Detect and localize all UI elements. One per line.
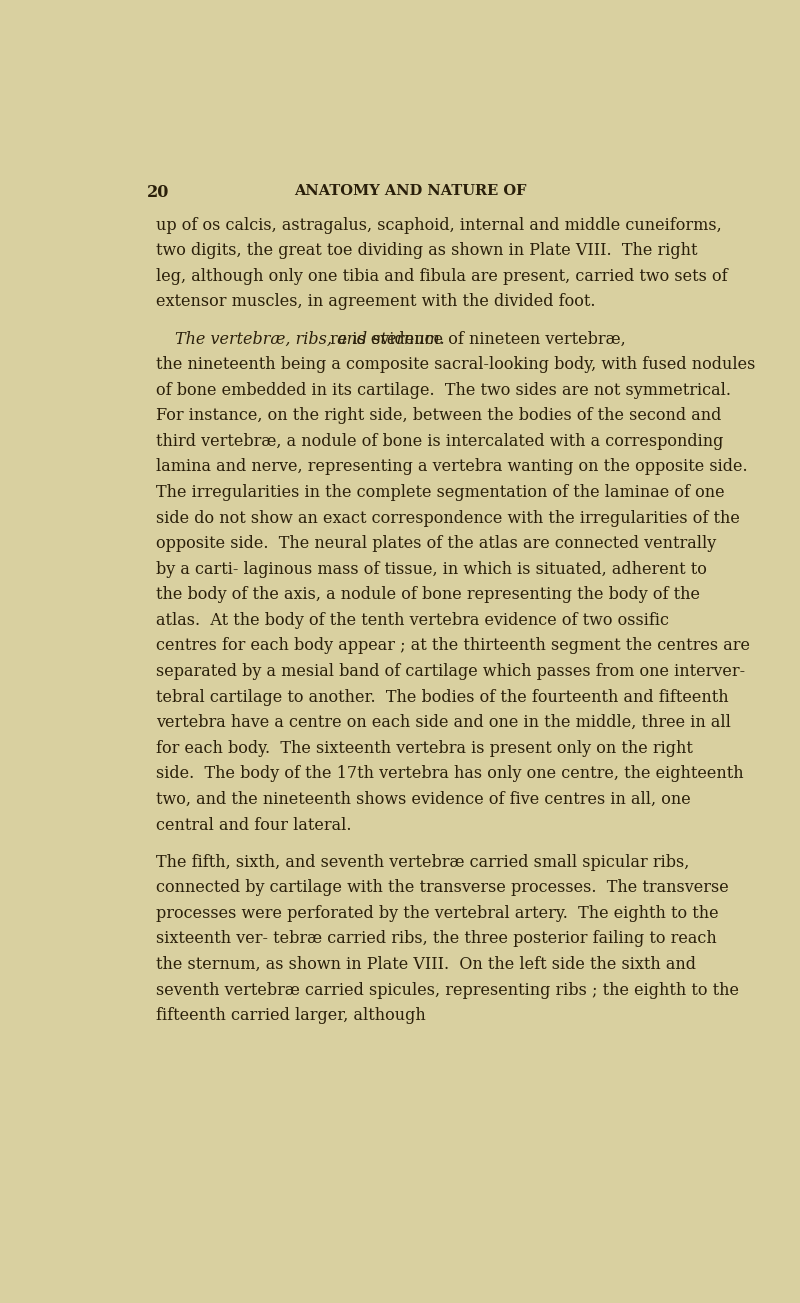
Text: The vertebræ, ribs, and sternum.: The vertebræ, ribs, and sternum. (175, 331, 445, 348)
Text: tebral cartilage to another.  The bodies of the fourteenth and fifteenth: tebral cartilage to another. The bodies … (156, 688, 729, 706)
Text: the nineteenth being a composite sacral-looking body, with fused nodules: the nineteenth being a composite sacral-… (156, 356, 755, 373)
Text: processes were perforated by the vertebral artery.  The eighth to the: processes were perforated by the vertebr… (156, 904, 718, 921)
Text: opposite side.  The neural plates of the atlas are connected ventrally: opposite side. The neural plates of the … (156, 536, 716, 552)
Text: for each body.  The sixteenth vertebra is present only on the right: for each body. The sixteenth vertebra is… (156, 740, 693, 757)
Text: seventh vertebræ carried spicules, representing ribs ; the eighth to the: seventh vertebræ carried spicules, repre… (156, 981, 739, 998)
Text: sixteenth ver- tebræ carried ribs, the three posterior failing to reach: sixteenth ver- tebræ carried ribs, the t… (156, 930, 717, 947)
Text: of bone embedded in its cartilage.  The two sides are not symmetrical.: of bone embedded in its cartilage. The t… (156, 382, 731, 399)
Text: 20: 20 (146, 185, 169, 202)
Text: up of os calcis, astragalus, scaphoid, internal and middle cuneiforms,: up of os calcis, astragalus, scaphoid, i… (156, 216, 722, 233)
Text: side.  The body of the 17th vertebra has only one centre, the eighteenth: side. The body of the 17th vertebra has … (156, 765, 743, 782)
Text: leg, although only one tibia and fibula are present, carried two sets of: leg, although only one tibia and fibula … (156, 267, 727, 285)
Text: atlas.  At the body of the tenth vertebra evidence of two ossific: atlas. At the body of the tenth vertebra… (156, 612, 669, 629)
Text: vertebra have a centre on each side and one in the middle, three in all: vertebra have a centre on each side and … (156, 714, 730, 731)
Text: fifteenth carried larger, although: fifteenth carried larger, although (156, 1007, 426, 1024)
Text: third vertebræ, a nodule of bone is intercalated with a corresponding: third vertebræ, a nodule of bone is inte… (156, 433, 723, 450)
Text: For instance, on the right side, between the bodies of the second and: For instance, on the right side, between… (156, 407, 721, 425)
Text: two digits, the great toe dividing as shown in Plate VIII.  The right: two digits, the great toe dividing as sh… (156, 242, 698, 259)
Text: extensor muscles, in agreement with the divided foot.: extensor muscles, in agreement with the … (156, 293, 595, 310)
Text: by a carti- laginous mass of tissue, in which is situated, adherent to: by a carti- laginous mass of tissue, in … (156, 560, 706, 577)
Text: central and four lateral.: central and four lateral. (156, 817, 351, 834)
Text: The irregularities in the complete segmentation of the laminae of one: The irregularities in the complete segme… (156, 483, 725, 500)
Text: ANATOMY AND NATURE OF: ANATOMY AND NATURE OF (294, 185, 526, 198)
Text: the body of the axis, a nodule of bone representing the body of the: the body of the axis, a nodule of bone r… (156, 586, 700, 603)
Text: lamina and nerve, representing a vertebra wanting on the opposite side.: lamina and nerve, representing a vertebr… (156, 459, 747, 476)
Text: side do not show an exact correspondence with the irregularities of the: side do not show an exact correspondence… (156, 509, 740, 526)
Text: centres for each body appear ; at the thirteenth segment the centres are: centres for each body appear ; at the th… (156, 637, 750, 654)
Text: connected by cartilage with the transverse processes.  The transverse: connected by cartilage with the transver… (156, 880, 729, 896)
Text: re is evidence of nineteen vertebræ,: re is evidence of nineteen vertebræ, (330, 331, 626, 348)
Text: two, and the nineteenth shows evidence of five centres in all, one: two, and the nineteenth shows evidence o… (156, 791, 690, 808)
Text: The fifth, sixth, and seventh vertebræ carried small spicular ribs,: The fifth, sixth, and seventh vertebræ c… (156, 853, 689, 870)
Text: separated by a mesial band of cartilage which passes from one interver-: separated by a mesial band of cartilage … (156, 663, 745, 680)
Text: the sternum, as shown in Plate VIII.  On the left side the sixth and: the sternum, as shown in Plate VIII. On … (156, 956, 696, 973)
